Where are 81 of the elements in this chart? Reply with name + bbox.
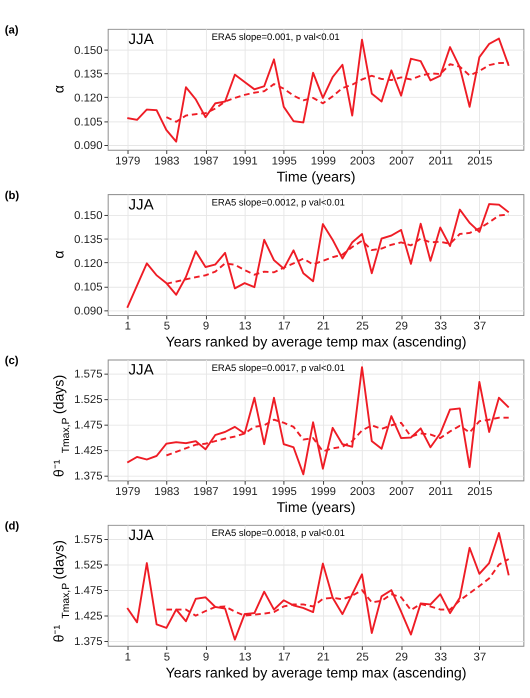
x-tick-label: 33 [434,320,448,333]
x-tick-label: 2003 [350,155,376,168]
x-tick-label: 1979 [115,155,140,168]
x-tick-label: 1999 [310,155,336,168]
x-tick-label: 2015 [467,155,492,168]
y-tick-label: 1.425 [74,445,103,458]
x-tick-label: 25 [356,651,369,664]
x-tick-label: 1983 [154,155,180,168]
y-tick-label: 0.150 [74,210,103,222]
annotation: JJA [128,196,155,214]
y-tick-label: 0.135 [74,234,103,246]
x-tick-label: 5 [164,320,170,333]
text: (c) [4,355,19,368]
x-tick-label: 1987 [193,155,219,168]
y-axis-title: θ⁻¹Tmax,P (days) [51,374,72,478]
y-tick-label: 1.475 [74,420,103,432]
x-tick-label: 2003 [350,486,376,498]
x-tick-label: 17 [278,651,291,664]
text: (b) [4,190,20,202]
y-tick-label: 1.475 [74,584,103,597]
annotation: ERA5 slope=0.0017, p val<0.01 [212,362,345,374]
y-tick-label: 0.105 [74,116,103,128]
y-tick-label: 0.090 [74,306,103,318]
x-tick-label: 37 [474,320,486,333]
x-tick-label: 21 [317,651,330,664]
y-tick-label: 1.525 [74,559,103,572]
x-tick-label: 1 [124,651,131,664]
x-tick-label: 9 [202,651,210,664]
x-tick-label: 21 [317,320,330,333]
y-tick-label: 0.105 [74,282,103,294]
x-tick-label: 1 [124,320,131,333]
y-axis-title: α [51,250,68,259]
x-axis-title: Years ranked by average temp max (ascending) [166,334,466,351]
x-axis-title: Years ranked by average temp max (ascending) [166,665,466,682]
y-axis-title: α [51,85,68,94]
x-tick-label: 17 [278,320,291,333]
x-tick-label: 29 [395,320,408,333]
x-tick-label: 2007 [388,486,414,498]
x-tick-label: 5 [164,651,170,664]
text: (d) [4,520,20,533]
x-tick-label: 29 [395,651,408,664]
text: (a) [4,24,19,37]
x-tick-label: 37 [474,651,486,664]
x-tick-label: 2007 [388,155,414,168]
x-tick-label: 33 [434,651,448,664]
x-axis-title: Time (years) [276,500,356,516]
annotation: ERA5 slope=0.0012, p val<0.01 [212,198,345,209]
x-tick-label: 2011 [428,486,453,498]
y-tick-label: 1.575 [74,368,103,381]
annotation: JJA [128,526,155,544]
x-tick-label: 13 [238,651,252,664]
x-tick-label: 1983 [154,486,180,498]
x-tick-label: 25 [356,320,369,333]
line-series [126,366,510,476]
y-tick-label: 0.120 [74,258,103,270]
x-tick-label: 1991 [232,155,258,168]
x-tick-label: 1991 [232,486,258,498]
x-tick-label: 9 [202,320,210,333]
annotation: ERA5 slope=0.001, p val<0.01 [212,32,340,44]
annotation: JJA [128,30,155,48]
x-tick-label: 13 [238,320,252,333]
x-tick-label: 1979 [115,486,140,498]
x-tick-label: 2011 [428,155,453,168]
y-axis-title: θ⁻¹Tmax,P (days) [51,540,72,642]
y-tick-label: 1.375 [74,636,103,648]
y-tick-label: 1.575 [74,534,103,546]
x-axis-title: Time (years) [276,169,356,186]
y-tick-label: 1.525 [74,394,103,406]
annotation: JJA [128,362,155,379]
x-tick-label: 1999 [310,486,336,498]
annotation: ERA5 slope=0.0018, p val<0.01 [212,528,345,540]
x-tick-label: 1987 [193,486,219,498]
y-tick-label: 1.375 [74,470,103,483]
x-tick-label: 1995 [272,486,297,498]
y-tick-label: 0.120 [74,92,103,105]
y-tick-label: 1.425 [74,610,103,622]
y-tick-label: 0.150 [74,44,103,57]
x-tick-label: 1995 [272,155,297,168]
x-tick-label: 2015 [467,486,492,498]
y-tick-label: 0.135 [74,68,103,81]
y-tick-label: 0.090 [74,140,103,152]
